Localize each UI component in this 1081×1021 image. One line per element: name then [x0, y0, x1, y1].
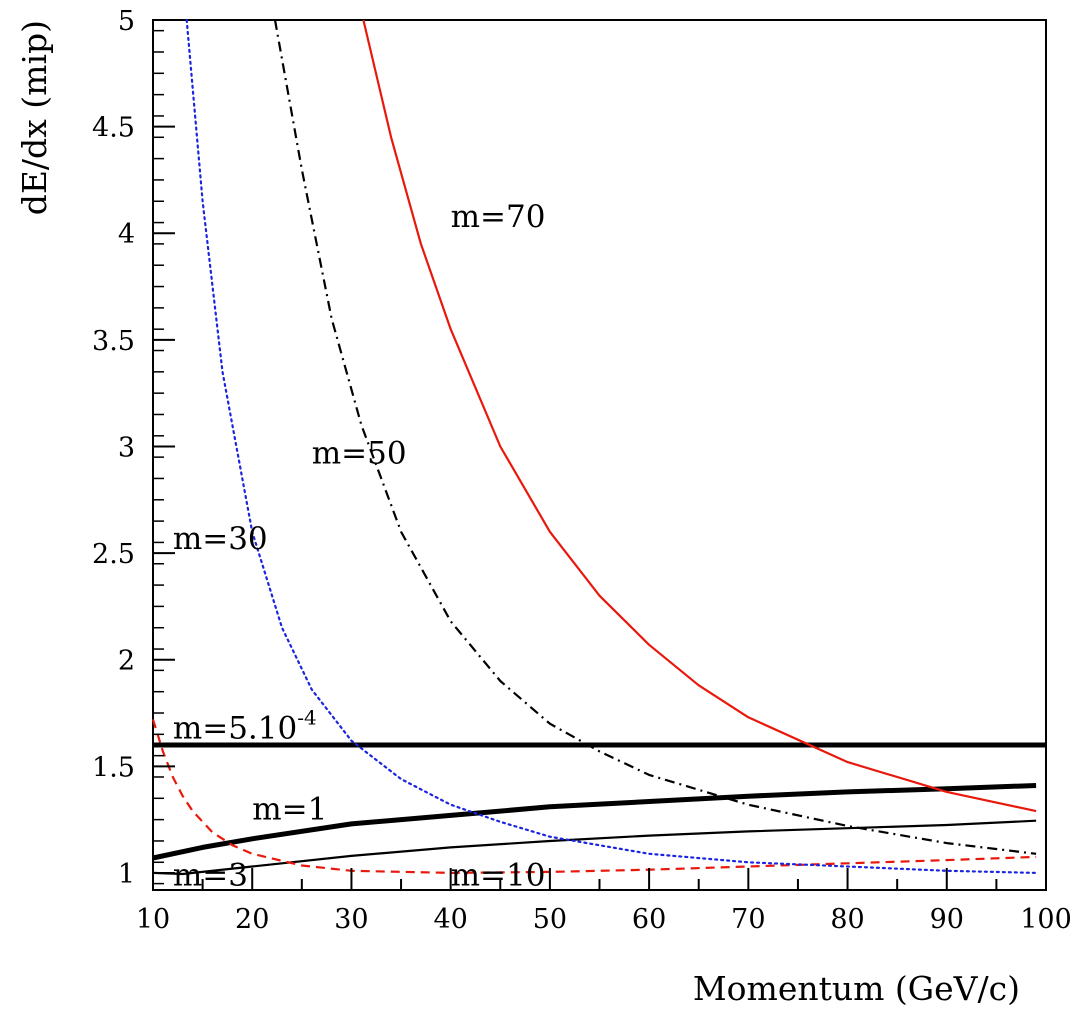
curve-label: m=70 [451, 199, 546, 235]
curve-label: m=30 [173, 521, 268, 557]
y-tick-label: 3.5 [92, 326, 135, 357]
y-tick-label: 2 [118, 646, 135, 677]
curves [151, 18, 1046, 876]
series-line-m-70 [362, 19, 1037, 813]
curve-label: m=10 [451, 858, 546, 894]
x-tick-label: 70 [731, 904, 765, 935]
y-tick-label: 4 [118, 219, 135, 250]
curve-labels: m=5.10-4 m=1m=3 m=10 m=30 m=50 m=70 [173, 199, 546, 894]
x-tick-label: 100 [1020, 904, 1072, 935]
curve-label: m=3 [173, 858, 248, 894]
x-axis-title: Momentum (GeV/c) [693, 969, 1020, 1008]
x-tick-label: 90 [930, 904, 964, 935]
axes: 10 20 30 40 50 60 70 80 90 100 1 1.5 2 2.5 3 3.5 4 4.5 5 [92, 6, 1072, 935]
x-tick-label: 20 [235, 904, 269, 935]
series-line-m-1 [152, 783, 1037, 861]
y-tick-label: 1.5 [92, 752, 135, 783]
series-line-m-3 [152, 819, 1037, 876]
x-tick-label: 50 [533, 904, 567, 935]
x-tick-label: 80 [830, 904, 864, 935]
x-tick-label: 40 [433, 904, 467, 935]
curve-label: m=50 [312, 436, 407, 472]
y-axis-title: dE/dx (mip) [15, 20, 54, 215]
series-line-m-10 [151, 719, 1037, 875]
plot-frame [152, 19, 1047, 891]
y-tick-label: 4.5 [92, 113, 135, 144]
curve-label: m=1 [252, 792, 327, 828]
y-tick-label: 5 [118, 6, 135, 37]
series-line-m-50 [273, 19, 1037, 855]
curve-label: m=5.10-4 [173, 706, 317, 747]
series-line-m-30 [185, 18, 1038, 875]
y-tick-label: 3 [118, 432, 135, 463]
x-tick-label: 10 [136, 904, 170, 935]
x-tick-label: 30 [334, 904, 368, 935]
x-tick-label: 60 [632, 904, 666, 935]
y-tick-label: 1 [118, 859, 135, 890]
y-tick-label: 2.5 [92, 539, 135, 570]
